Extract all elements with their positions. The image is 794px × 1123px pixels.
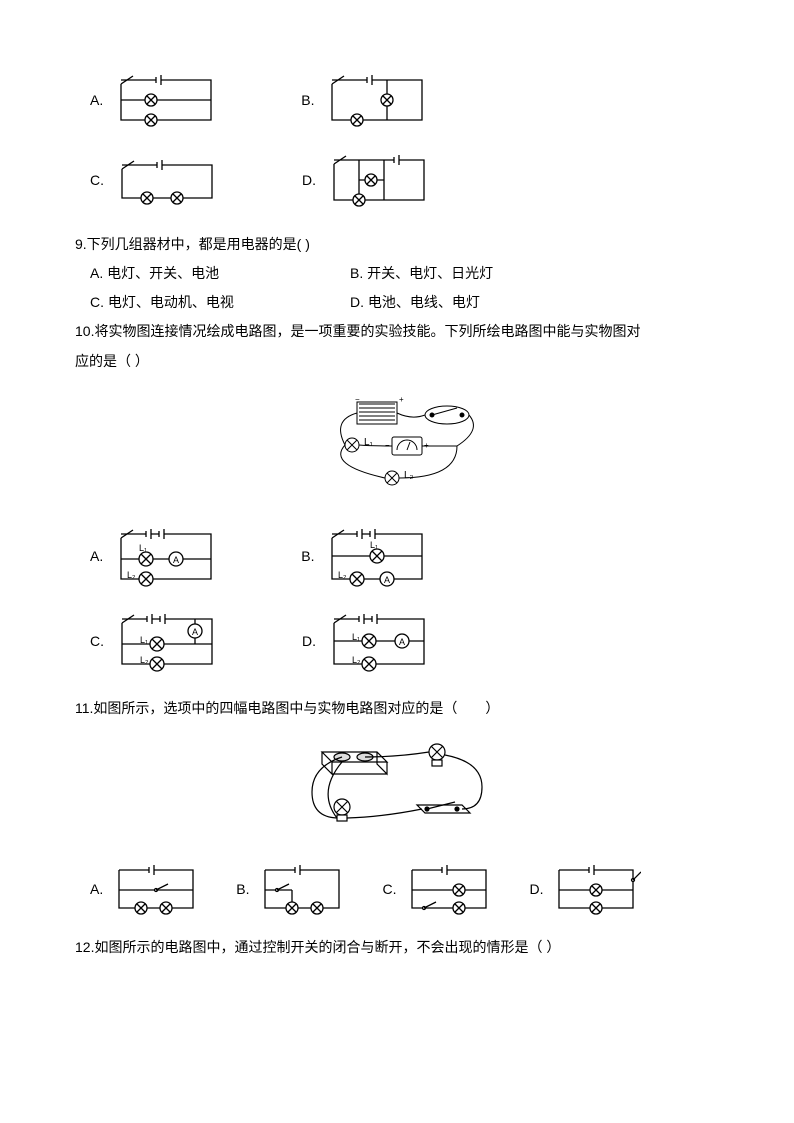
q11-option-d: D. [529,860,641,918]
q8-option-c: C. [90,150,222,210]
q10-circuit-d: L₁ A L₂ [324,609,434,674]
q9-opt-a: A. 电灯、开关、电池 [90,260,350,287]
opt-label: B. [301,543,314,570]
svg-text:L₂: L₂ [140,655,149,665]
q8-option-d: D. [302,150,434,210]
q8-circuit-c [112,150,222,210]
svg-text:−: − [355,395,360,404]
svg-text:A: A [399,637,405,647]
opt-label: A. [90,876,103,903]
opt-label: D. [302,628,316,655]
opt-label: C. [90,628,104,655]
q11-circuit-d [551,860,641,918]
svg-text:L₂: L₂ [404,470,414,481]
q11-option-c: C. [382,860,494,918]
svg-text:L₂: L₂ [338,570,347,580]
svg-text:L₁: L₁ [370,540,378,550]
q11-option-a: A. [90,860,201,918]
q8-row2: C. D. [90,150,719,210]
q8-option-b: B. [301,70,432,130]
svg-text:L₁: L₁ [140,635,148,645]
opt-label: B. [236,876,249,903]
svg-text:L₁: L₁ [364,437,374,448]
q11-circuit-c [404,860,494,918]
q9-row1: A. 电灯、开关、电池 B. 开关、电灯、日光灯 [90,260,719,287]
q9-row2: C. 电灯、电动机、电视 D. 电池、电线、电灯 [90,289,719,316]
q9-opt-b: B. 开关、电灯、日光灯 [350,260,610,287]
q8-row1: A. B. [90,70,719,130]
q10-option-c: C. A L₁ L₂ [90,609,222,674]
q10-option-a: A. L₁ A L₂ [90,524,221,589]
q10-row2: C. A L₁ L₂ D. [90,609,719,674]
q8-circuit-d [324,150,434,210]
svg-text:A: A [173,555,179,565]
q11-circuit-a [111,860,201,918]
q11-options: A. B. [90,860,719,918]
q10-circuit-c: A L₁ L₂ [112,609,222,674]
q11-circuit-b [257,860,347,918]
q10-option-d: D. L₁ A L₂ [302,609,434,674]
opt-label: C. [382,876,396,903]
q11-text: 11.如图所示，选项中的四幅电路图中与实物电路图对应的是（ ） [75,694,719,722]
q10-option-b: B. L₁ L₂ A [301,524,432,589]
svg-text:L₁: L₁ [352,632,360,642]
q10-text1: 10.将实物图连接情况绘成电路图，是一项重要的实验技能。下列所绘电路图中能与实物… [75,317,719,345]
opt-label: C. [90,167,104,194]
q10-text2: 应的是（ ） [75,347,719,375]
opt-label: A. [90,543,103,570]
opt-label: A. [90,87,103,114]
q10-circuit-b: L₁ L₂ A [322,524,432,589]
svg-text:A: A [192,627,198,637]
q11-option-b: B. [236,860,347,918]
svg-text:L₁: L₁ [139,543,147,553]
svg-text:L₂: L₂ [127,570,136,580]
q11-main-image [75,737,719,846]
q10-row1: A. L₁ A L₂ B. [90,524,719,589]
q12-text: 12.如图所示的电路图中，通过控制开关的闭合与断开，不会出现的情形是（ ） [75,933,719,961]
q10-main-image: − + L₁ − + L₂ [75,390,719,509]
svg-text:A: A [384,575,390,585]
q9-text: 9.下列几组器材中，都是用电器的是( ) [75,230,719,258]
svg-text:+: + [399,395,404,404]
q9-opt-c: C. 电灯、电动机、电视 [90,289,350,316]
opt-label: D. [529,876,543,903]
q8-circuit-a [111,70,221,130]
opt-label: D. [302,167,316,194]
q10-circuit-a: L₁ A L₂ [111,524,221,589]
q8-circuit-b [322,70,432,130]
q9-opt-d: D. 电池、电线、电灯 [350,289,610,316]
q8-option-a: A. [90,70,221,130]
opt-label: B. [301,87,314,114]
svg-text:L₂: L₂ [352,655,361,665]
